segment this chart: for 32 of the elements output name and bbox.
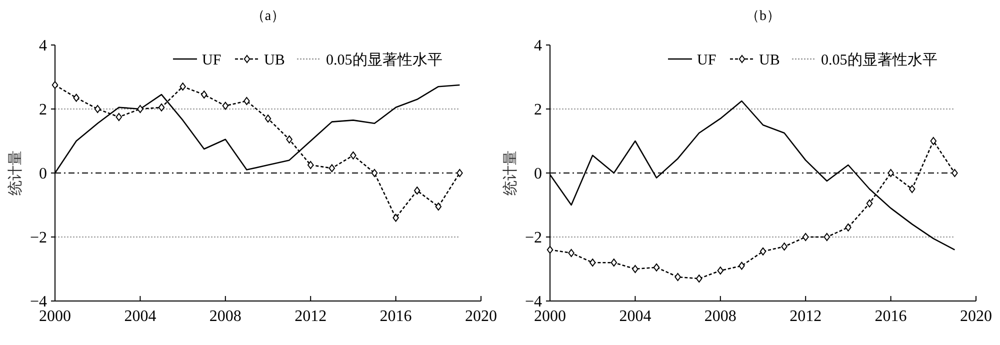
chart-title: （b） bbox=[746, 9, 780, 24]
legend-label: 0.05的显著性水平 bbox=[326, 51, 442, 68]
y-tick-label: −4 bbox=[524, 294, 542, 311]
y-tick-label: 4 bbox=[534, 38, 542, 55]
x-tick-label: 2020 bbox=[465, 308, 497, 325]
y-tick-label: 2 bbox=[39, 102, 47, 119]
y-tick-label: 4 bbox=[39, 38, 47, 55]
x-tick-label: 2000 bbox=[534, 308, 566, 325]
x-tick-label: 2004 bbox=[124, 308, 156, 325]
legend-label: UB bbox=[759, 52, 780, 68]
x-tick-label: 2000 bbox=[39, 308, 71, 325]
x-tick-label: 2016 bbox=[380, 308, 412, 325]
y-tick-label: −4 bbox=[30, 294, 47, 311]
y-tick-label: 2 bbox=[534, 102, 542, 119]
y-tick-label: 0 bbox=[534, 166, 542, 183]
x-tick-label: 2008 bbox=[704, 308, 736, 325]
legend-label: 0.05的显著性水平 bbox=[821, 51, 938, 68]
y-tick-label: 0 bbox=[39, 166, 47, 183]
y-tick-label: −2 bbox=[524, 230, 542, 247]
x-tick-label: 2020 bbox=[960, 308, 992, 325]
y-tick-label: −2 bbox=[30, 230, 47, 247]
y-axis-title: 统计量 bbox=[7, 150, 24, 196]
x-tick-label: 2012 bbox=[294, 308, 327, 325]
legend-label: UF bbox=[697, 52, 716, 68]
x-tick-label: 2004 bbox=[619, 308, 652, 325]
legend-label: UF bbox=[202, 52, 222, 68]
x-tick-label: 2016 bbox=[874, 308, 907, 325]
y-axis-title: 统计量 bbox=[502, 150, 519, 196]
chart-title: （a） bbox=[250, 9, 286, 24]
x-tick-label: 2012 bbox=[790, 308, 822, 325]
x-tick-label: 2008 bbox=[209, 308, 242, 325]
legend-label: UB bbox=[264, 52, 285, 68]
